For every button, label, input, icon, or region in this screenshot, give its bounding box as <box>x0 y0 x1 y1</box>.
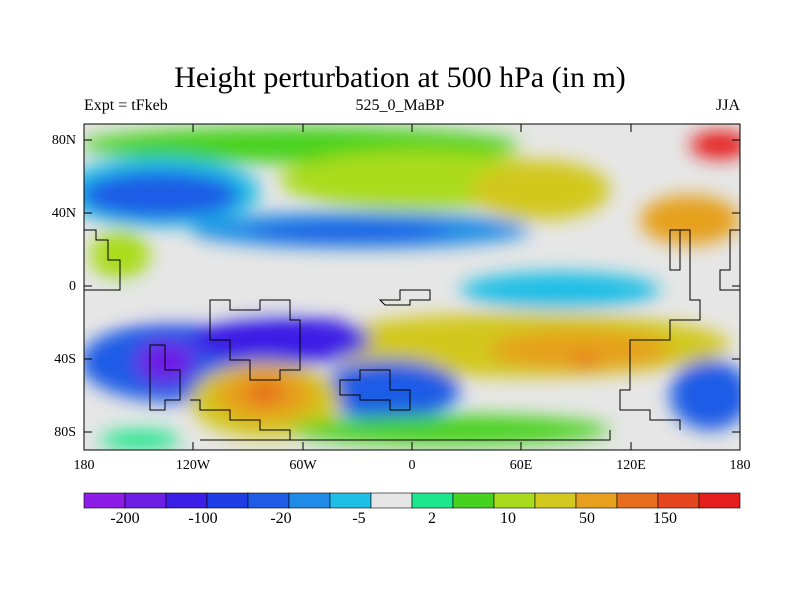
continent-outlines <box>84 229 740 441</box>
coast-outline <box>200 430 611 441</box>
lon-label: 120E <box>616 458 646 473</box>
coast-outline <box>719 229 740 291</box>
coast-outline <box>190 399 291 441</box>
lon-label: 0 <box>408 458 416 473</box>
sopac-blue <box>670 360 740 430</box>
coast-outline <box>378 289 431 306</box>
latitude-tick-marks <box>84 139 740 433</box>
south-green <box>290 415 610 445</box>
colorbar-label: 2 <box>428 510 436 527</box>
indian-cyan <box>460 272 660 308</box>
colorbar-label: -5 <box>352 510 366 527</box>
coast-outline <box>84 229 121 291</box>
coast-outline <box>149 344 181 411</box>
lon-label: 180 <box>73 458 95 473</box>
coast-outline <box>619 229 701 430</box>
colorbar-swatch <box>452 492 495 509</box>
lat-label: 80S <box>54 425 76 440</box>
colorbar-label: -200 <box>110 510 140 527</box>
atlantic-deep-blue <box>250 222 450 242</box>
colorbar-swatch <box>247 492 290 509</box>
south-dark-orange <box>245 380 285 404</box>
tropical-neutral <box>84 288 320 312</box>
experiment-label: Expt = tFkeb <box>84 97 168 114</box>
colorbar-swatch <box>165 492 208 509</box>
season-label: JJA <box>715 97 740 114</box>
colorbar-swatch <box>534 492 577 509</box>
coast-outline <box>669 229 681 271</box>
colorbar-swatch <box>329 492 372 509</box>
colorbar-swatch <box>411 492 454 509</box>
pacific-orange <box>640 195 740 245</box>
colorbar-swatch <box>493 492 536 509</box>
colorbar-label: -100 <box>188 510 218 527</box>
map-title: Height perturbation at 500 hPa (in m) <box>174 61 626 94</box>
pacific-green <box>90 230 150 280</box>
colorbar-swatch <box>616 492 659 509</box>
na-blue-low <box>84 171 240 219</box>
coast-outline <box>209 299 301 381</box>
lon-label: 60W <box>289 458 317 473</box>
lat-label: 40S <box>54 352 76 367</box>
lat-label: 80N <box>51 133 76 148</box>
colorbar-swatch <box>698 492 741 509</box>
arctic-red <box>690 131 740 159</box>
coast-outline <box>339 369 411 411</box>
lat-label: 0 <box>69 279 76 294</box>
sp-cyan <box>100 430 180 450</box>
colorbar-label: 150 <box>653 510 677 527</box>
colorbar-swatch <box>657 492 700 509</box>
colorbar-label: 50 <box>579 510 595 527</box>
colorbar-label: -20 <box>270 510 292 527</box>
lon-label: 60E <box>509 458 533 473</box>
longitude-tick-marks <box>83 124 741 450</box>
colorbar-swatch <box>83 492 126 509</box>
lon-label: 120W <box>175 458 211 473</box>
colorbar-swatch <box>206 492 249 509</box>
indian-red <box>573 357 597 367</box>
colorbar-swatch <box>288 492 331 509</box>
colorbar-label: 10 <box>500 510 516 527</box>
lat-label: 40N <box>51 206 76 221</box>
asia-yellow <box>470 160 610 220</box>
colorbar <box>83 492 741 509</box>
sa-blue <box>190 315 370 365</box>
colorbar-swatch <box>575 492 618 509</box>
run-label: 525_0_MaBP <box>355 97 445 114</box>
lon-label: 180 <box>729 458 751 473</box>
field-shading <box>84 124 740 450</box>
colorbar-swatch <box>370 492 413 509</box>
indian-orange <box>490 330 670 370</box>
colorbar-swatch <box>124 492 167 509</box>
